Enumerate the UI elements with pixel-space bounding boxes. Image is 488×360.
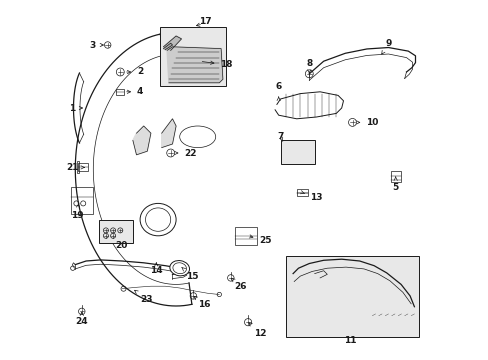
Bar bbox=[71, 187, 92, 214]
Text: 8: 8 bbox=[305, 58, 312, 73]
Text: 20: 20 bbox=[115, 241, 127, 251]
Text: 4: 4 bbox=[126, 87, 143, 96]
Polygon shape bbox=[133, 126, 151, 155]
Text: 15: 15 bbox=[182, 267, 198, 281]
Text: 1: 1 bbox=[68, 104, 82, 112]
Ellipse shape bbox=[173, 263, 186, 274]
Text: 11: 11 bbox=[344, 336, 356, 345]
Text: 19: 19 bbox=[71, 204, 83, 220]
Text: 24: 24 bbox=[75, 312, 88, 325]
Bar bbox=[280, 140, 314, 164]
Text: 13: 13 bbox=[300, 191, 322, 202]
Text: 16: 16 bbox=[194, 296, 210, 309]
Text: 21: 21 bbox=[66, 163, 84, 172]
Bar bbox=[116, 89, 124, 95]
Text: 10: 10 bbox=[356, 118, 378, 127]
Bar bbox=[296, 189, 307, 196]
Text: 7: 7 bbox=[277, 132, 283, 141]
Bar bbox=[77, 161, 79, 173]
Text: 23: 23 bbox=[134, 290, 153, 304]
Bar bbox=[235, 227, 257, 245]
Text: 18: 18 bbox=[202, 60, 232, 69]
Text: 2: 2 bbox=[126, 68, 143, 77]
Text: 17: 17 bbox=[198, 17, 211, 26]
Text: 9: 9 bbox=[381, 40, 391, 54]
Text: 5: 5 bbox=[392, 177, 398, 192]
Text: 14: 14 bbox=[150, 263, 163, 275]
Ellipse shape bbox=[179, 126, 215, 148]
Text: 22: 22 bbox=[174, 149, 196, 158]
Text: 26: 26 bbox=[231, 278, 246, 291]
Bar bbox=[390, 171, 400, 182]
Text: 3: 3 bbox=[89, 40, 103, 49]
Text: 25: 25 bbox=[249, 235, 271, 245]
Ellipse shape bbox=[140, 203, 176, 236]
Polygon shape bbox=[163, 43, 172, 50]
Bar bbox=[160, 27, 226, 86]
Text: 12: 12 bbox=[248, 323, 266, 338]
Polygon shape bbox=[163, 36, 181, 50]
Polygon shape bbox=[167, 47, 223, 83]
Polygon shape bbox=[162, 119, 176, 148]
Ellipse shape bbox=[169, 261, 189, 276]
Text: 6: 6 bbox=[275, 82, 281, 100]
Bar bbox=[285, 256, 418, 337]
Bar bbox=[78, 163, 88, 171]
Bar bbox=[99, 220, 133, 243]
Ellipse shape bbox=[145, 208, 170, 231]
